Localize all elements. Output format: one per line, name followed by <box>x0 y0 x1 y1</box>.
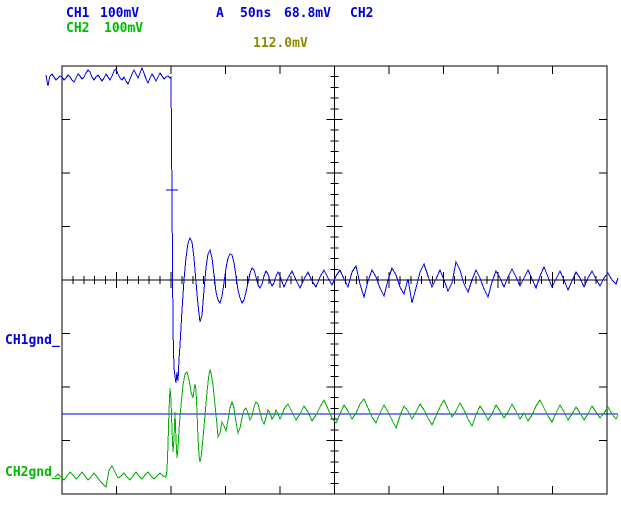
ch2-trace <box>54 368 619 489</box>
ch1-scale: 100mV <box>100 6 140 21</box>
trigger-source-label: CH2 <box>350 6 374 21</box>
ch1-trace <box>45 66 619 384</box>
ch2-scale: 100mV <box>104 21 144 36</box>
ch1-label: CH1 <box>66 6 90 21</box>
ch2-label: CH2 <box>66 21 90 36</box>
ch1-ground-label: CH1gnd_ <box>5 333 60 348</box>
timebase-readout: 50ns <box>240 6 272 21</box>
ch2-ground-label: CH2gnd_ <box>5 465 60 480</box>
acquisition-label: A <box>216 6 224 21</box>
measurement-readout: 112.0mV <box>253 36 308 51</box>
trigger-level-readout: 68.8mV <box>284 6 331 21</box>
